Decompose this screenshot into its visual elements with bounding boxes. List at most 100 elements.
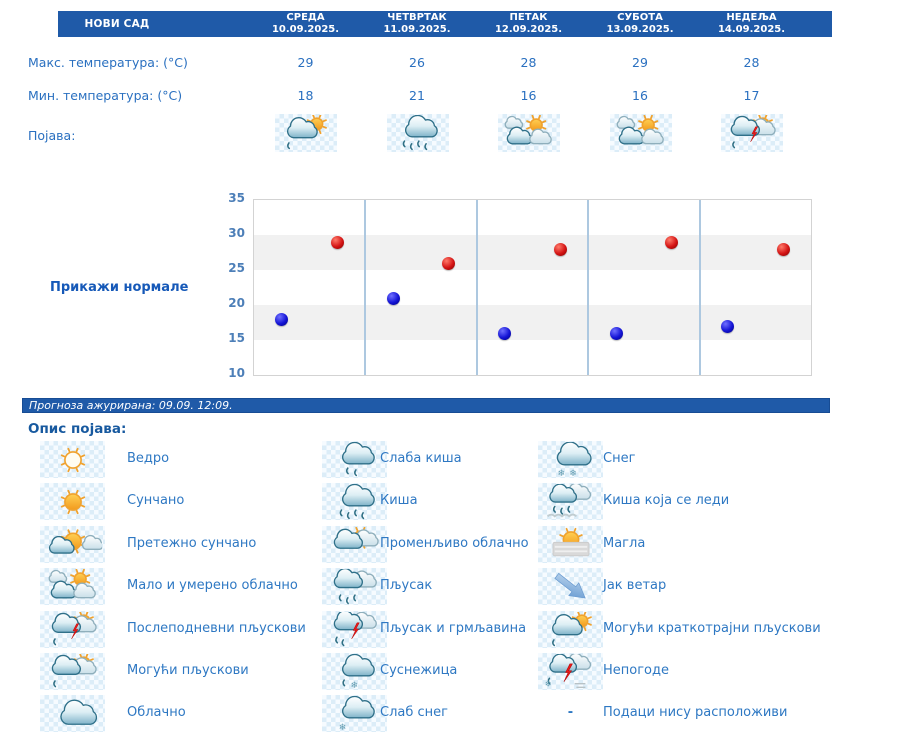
moguci-pljuskovi-icon-glyph xyxy=(51,653,97,687)
kisa-icon xyxy=(386,114,449,152)
max-temp-point xyxy=(776,242,790,256)
day-name: ПЕТАК xyxy=(509,12,548,23)
svg-text:❄: ❄ xyxy=(338,723,346,732)
min-temp-value: 16 xyxy=(520,88,537,103)
forecast-header-bar: НОВИ САД СРЕДА 10.09.2025. ЧЕТВРТАК 11.09.2… xyxy=(58,11,832,37)
temperature-chart-plot-area xyxy=(253,199,812,376)
day-name: НЕДЕЉА xyxy=(726,12,777,23)
legend-item-label: Мало и умерено облачно xyxy=(127,578,298,593)
kisa-koja-se-ledi-icon-glyph xyxy=(546,483,591,518)
legend-item-label: Суснежица xyxy=(380,663,458,678)
day-header: СУБОТА 13.09.2025. xyxy=(585,12,696,36)
max-temp-point xyxy=(331,235,345,249)
y-axis-tick: 15 xyxy=(228,331,245,345)
y-axis-tick: 35 xyxy=(228,191,245,205)
min-temp-point xyxy=(609,326,623,340)
legend-item-label: Слаб снег xyxy=(380,705,448,720)
day-separator-line xyxy=(698,200,701,375)
kisa-icon-glyph xyxy=(402,115,438,151)
day-name: СРЕДА xyxy=(286,12,325,23)
max-temp-value: 28 xyxy=(743,55,760,70)
slaba-kisa-icon xyxy=(322,441,387,478)
y-axis-tick: 30 xyxy=(228,226,245,240)
svg-text:❄: ❄ xyxy=(557,469,565,478)
min-temp-point xyxy=(720,319,734,333)
min-temp-value: 16 xyxy=(632,88,648,103)
legend-item-label: Могући краткотрајни пљускови xyxy=(603,621,821,636)
max-temp-label: Макс. температура: (°C) xyxy=(28,55,188,70)
slab-sneg-icon-glyph: ❄ xyxy=(338,695,375,732)
day-date: 10.09.2025. xyxy=(271,24,340,35)
pljusak-i-grmljavina-icon-glyph xyxy=(333,611,377,646)
poslepodnevni-pljuskovi-icon xyxy=(721,114,783,152)
magla-icon xyxy=(538,526,603,563)
min-temp-label: Мин. температура: (°C) xyxy=(28,88,183,103)
day-date: 14.09.2025. xyxy=(717,24,786,35)
svg-text:❄: ❄ xyxy=(350,681,358,690)
malo-umereno-oblacno-icon-glyph xyxy=(48,568,96,598)
legend-item-label: Киша xyxy=(380,493,418,508)
sneg-icon-glyph: ❄ ❄ xyxy=(556,441,592,478)
day-separator-line xyxy=(364,200,367,375)
update-bar-text: Прогноза ажурирана: 09.09. 12:09. xyxy=(29,399,233,412)
moguci-kratkotrajni-pljuskovi-icon-glyph xyxy=(287,115,327,150)
poslepodnevni-pljuskovi-icon-glyph xyxy=(51,611,97,645)
susnezica-icon-glyph: ❄ xyxy=(341,653,375,690)
kisa-icon-glyph xyxy=(339,483,375,519)
day-date: 12.09.2025. xyxy=(494,24,563,35)
no-data-dash: - xyxy=(567,705,574,720)
day-header: НЕДЕЉА 14.09.2025. xyxy=(696,12,807,36)
suncano-icon xyxy=(40,483,105,520)
min-temp-value: 18 xyxy=(297,88,314,103)
legend-item-label: Слаба киша xyxy=(380,451,462,466)
susnezica-icon: ❄ xyxy=(322,653,387,690)
day-separator-line xyxy=(475,200,478,375)
update-bar: Прогноза ажурирана: 09.09. 12:09. xyxy=(22,398,830,413)
day-header: СРЕДА 10.09.2025. xyxy=(250,12,361,36)
malo-umereno-oblacno-icon-glyph xyxy=(504,115,552,145)
moguci-kratkotrajni-pljuskovi-icon xyxy=(538,611,603,648)
legend-item-label: Снег xyxy=(603,451,636,466)
legend-item-label: Непогоде xyxy=(603,663,669,678)
poslepodnevni-pljuskovi-icon xyxy=(40,611,105,648)
min-temp-value: 17 xyxy=(743,88,760,103)
min-temp-point xyxy=(275,312,289,326)
day-date: 13.09.2025. xyxy=(606,24,674,35)
pretezno-suncano-icon xyxy=(40,526,105,563)
pretezno-suncano-icon-glyph xyxy=(48,528,102,554)
day-name: СУБОТА xyxy=(617,12,663,23)
malo-umereno-oblacno-icon-glyph xyxy=(616,115,664,145)
phenomena-label: Појава: xyxy=(28,128,76,143)
kisa-icon xyxy=(322,483,387,520)
legend-item-label: Пљусак и грмљавина xyxy=(380,621,527,636)
jak-vetar-icon xyxy=(538,568,603,605)
poslepodnevni-pljuskovi-icon-glyph xyxy=(730,115,776,149)
svg-text:❄: ❄ xyxy=(544,678,551,688)
show-normals-link[interactable]: Прикажи нормале xyxy=(50,280,189,295)
max-temp-value: 26 xyxy=(409,55,425,70)
nepogode-icon-glyph: ❄ xyxy=(544,653,591,688)
svg-text:❄: ❄ xyxy=(569,469,577,478)
legend-item-label: Пљусак xyxy=(380,578,433,593)
day-date: 11.09.2025. xyxy=(383,24,451,35)
promenljivo-oblacno-icon-glyph xyxy=(333,526,379,549)
promenljivo-oblacno-icon xyxy=(322,526,387,563)
pljusak-icon xyxy=(322,568,387,605)
nepogode-icon: ❄ xyxy=(538,653,603,690)
legend-item-label: Јак ветар xyxy=(603,578,667,593)
moguci-pljuskovi-icon xyxy=(40,653,105,690)
sneg-icon: ❄ ❄ xyxy=(538,441,603,478)
malo-umereno-oblacno-icon xyxy=(609,114,672,152)
moguci-kratkotrajni-pljuskovi-icon xyxy=(275,114,337,152)
max-temp-point xyxy=(553,242,567,256)
city-name: НОВИ САД xyxy=(84,18,150,30)
max-temp-value: 29 xyxy=(632,55,648,70)
legend-title: Опис појава: xyxy=(28,421,127,437)
chart-shaded-band xyxy=(254,305,811,340)
slaba-kisa-icon-glyph xyxy=(341,441,375,476)
kisa-koja-se-ledi-icon xyxy=(538,483,603,520)
legend-item-label: Претежно сунчано xyxy=(127,536,257,551)
jak-vetar-icon-glyph xyxy=(553,572,586,599)
legend-item-label: Променљиво облачно xyxy=(380,536,529,551)
